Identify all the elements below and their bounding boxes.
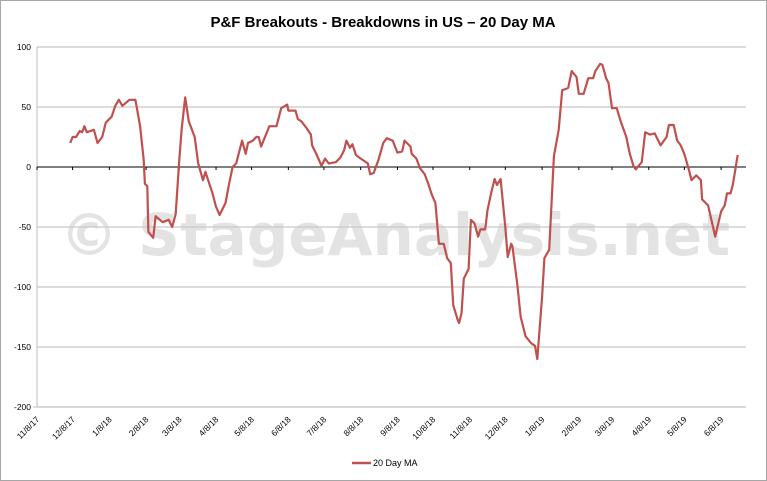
y-tick-label: 0 — [26, 162, 31, 172]
x-tick-label: 4/8/18 — [197, 414, 221, 438]
plot-area — [69, 62, 739, 361]
y-tick-label: -50 — [19, 222, 32, 232]
x-tick-label: 1/8/18 — [90, 414, 114, 438]
gridlines — [37, 46, 746, 408]
y-tick-label: -200 — [14, 402, 31, 412]
x-tick-label: 5/8/19 — [665, 414, 689, 438]
x-tick-label: 6/8/18 — [269, 414, 293, 438]
y-axis: 100 50 0 -50 -100 -150 -200 — [14, 42, 38, 412]
x-tick-label: 3/8/18 — [160, 414, 184, 438]
y-tick-label: 50 — [22, 102, 32, 112]
x-tick-label: 11/8/17 — [15, 414, 42, 441]
x-axis: 11/8/17 12/8/17 1/8/18 2/8/18 3/8/18 4/8/18 5/… — [15, 166, 746, 441]
x-tick-label: 9/8/18 — [378, 414, 402, 438]
y-tick-label: -150 — [14, 342, 31, 352]
x-tick-label: 12/8/18 — [483, 414, 510, 441]
watermark: © StageAnalysis.net — [60, 201, 730, 269]
series-line-20-day-ma — [69, 62, 739, 361]
x-tick-label: 2/8/19 — [559, 414, 583, 438]
x-tick-label: 11/8/18 — [447, 414, 474, 441]
x-tick-label: 10/8/18 — [410, 414, 437, 441]
x-tick-label: 8/8/18 — [341, 414, 365, 438]
x-tick-label: 2/8/18 — [127, 414, 151, 438]
x-tick-label: 5/8/18 — [232, 414, 256, 438]
x-tick-label: 4/8/19 — [629, 414, 653, 438]
y-tick-label: -100 — [14, 282, 31, 292]
x-tick-label: 7/8/18 — [305, 414, 329, 438]
x-tick-label: 1/8/19 — [523, 414, 547, 438]
legend-label: 20 Day MA — [373, 458, 418, 468]
y-tick-label: 100 — [17, 42, 31, 52]
legend: 20 Day MA — [352, 458, 418, 468]
x-tick-label: 12/8/17 — [50, 414, 77, 441]
chart-title: P&F Breakouts - Breakdowns in US – 20 Da… — [210, 14, 555, 31]
x-tick-label: 6/8/19 — [702, 414, 726, 438]
x-tick-label: 3/8/19 — [593, 414, 617, 438]
